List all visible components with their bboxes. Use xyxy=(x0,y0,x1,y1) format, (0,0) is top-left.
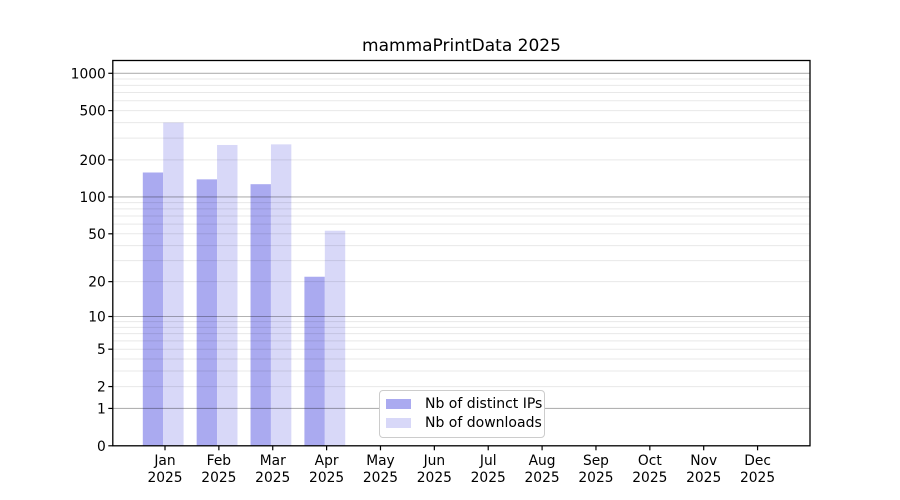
x-tick-label-year: 2025 xyxy=(417,470,452,486)
bar-downloads-feb xyxy=(217,144,238,446)
y-tick-label: 50 xyxy=(88,227,106,243)
bar-ips-mar xyxy=(250,184,271,446)
x-tick-label-month: Sep xyxy=(583,453,609,469)
x-tick-label-year: 2025 xyxy=(686,470,721,486)
x-tick-label-month: Nov xyxy=(690,453,717,469)
legend-swatch-distinct-ips xyxy=(386,399,411,409)
x-tick-label-month: Oct xyxy=(638,453,662,469)
y-tick-label: 500 xyxy=(79,104,105,120)
x-tick-label-year: 2025 xyxy=(471,470,506,486)
y-tick-label: 10 xyxy=(88,310,106,326)
y-tick-label: 0 xyxy=(97,439,106,455)
x-tick-label-month: Jul xyxy=(479,453,497,469)
x-tick-label-year: 2025 xyxy=(201,470,236,486)
x-tick-label-month: Mar xyxy=(260,453,286,469)
x-tick-label-year: 2025 xyxy=(578,470,613,486)
y-tick-label: 2 xyxy=(97,380,106,396)
x-tick-label-month: Jan xyxy=(153,453,175,469)
plot-frame xyxy=(112,59,811,447)
x-tick-label-year: 2025 xyxy=(525,470,560,486)
legend-item-distinct-ips: Nb of distinct IPs xyxy=(386,396,542,412)
y-tick-label: 1000 xyxy=(71,66,106,82)
y-tick-label: 1 xyxy=(97,401,106,417)
bar-downloads-mar xyxy=(270,144,292,446)
legend-label-downloads: Nb of downloads xyxy=(425,415,542,431)
x-tick-label-year: 2025 xyxy=(632,470,667,486)
legend-label-distinct-ips: Nb of distinct IPs xyxy=(425,396,543,412)
y-tick-label: 200 xyxy=(79,153,105,169)
x-tick-label-year: 2025 xyxy=(740,470,775,486)
bar-ips-apr xyxy=(304,276,325,446)
bar-ips-feb xyxy=(196,179,218,446)
x-tick-label-year: 2025 xyxy=(255,470,290,486)
x-tick-label-year: 2025 xyxy=(363,470,398,486)
x-tick-label-month: May xyxy=(366,453,395,469)
x-tick-label-month: Jun xyxy=(423,453,446,469)
x-tick-label-month: Dec xyxy=(744,453,771,469)
x-tick-label-month: Feb xyxy=(207,453,231,469)
bar-downloads-jan xyxy=(163,122,184,446)
y-tick-label: 5 xyxy=(97,342,106,358)
y-tick-label: 100 xyxy=(79,190,105,206)
legend: Nb of distinct IPs Nb of downloads xyxy=(379,390,545,438)
chart-title: mammaPrintData 2025 xyxy=(362,36,561,56)
x-tick-label-month: Apr xyxy=(315,453,339,469)
bar-downloads-apr xyxy=(324,230,346,446)
legend-swatch-downloads xyxy=(386,418,411,428)
x-tick-label-month: Aug xyxy=(529,453,556,469)
x-tick-label-year: 2025 xyxy=(309,470,344,486)
y-tick-label: 20 xyxy=(88,275,106,291)
bar-ips-jan xyxy=(142,172,164,446)
x-tick-label-year: 2025 xyxy=(147,470,182,486)
legend-item-downloads: Nb of downloads xyxy=(386,415,542,431)
